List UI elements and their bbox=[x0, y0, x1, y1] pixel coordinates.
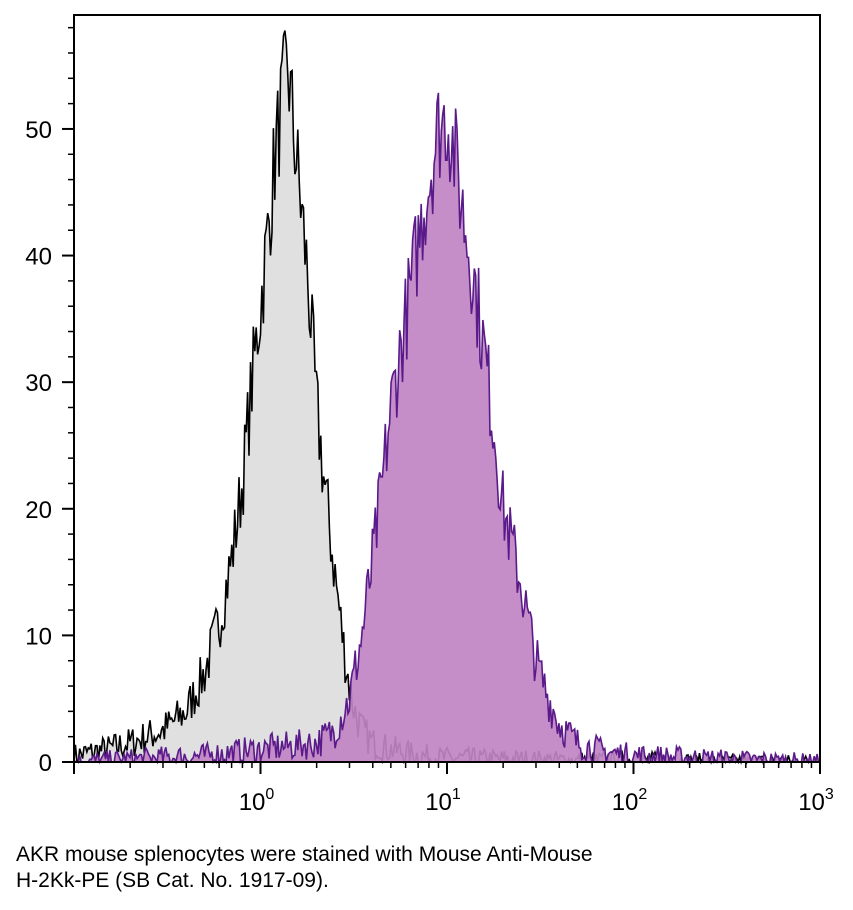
y-tick-label: 0 bbox=[39, 750, 52, 777]
y-tick-label: 50 bbox=[25, 117, 52, 144]
series-1-area bbox=[74, 93, 820, 762]
series-layer bbox=[74, 31, 820, 762]
figure-caption: AKR mouse splenocytes were stained with … bbox=[16, 842, 836, 894]
histogram-chart: 0 10 20 30 40 50 100 101 102 103 bbox=[0, 0, 853, 835]
x-tick-label: 100 bbox=[239, 786, 275, 816]
y-tick-label: 10 bbox=[25, 623, 52, 650]
x-tick-label: 103 bbox=[798, 786, 834, 816]
x-tick-label: 102 bbox=[612, 786, 648, 816]
x-tick-label: 101 bbox=[425, 786, 461, 816]
caption-line-2: H-2Kk-PE (SB Cat. No. 1917-09). bbox=[16, 868, 836, 894]
y-tick-label: 40 bbox=[25, 244, 52, 271]
y-tick-label: 20 bbox=[25, 497, 52, 524]
caption-line-1: AKR mouse splenocytes were stained with … bbox=[16, 842, 836, 868]
y-tick-label: 30 bbox=[25, 370, 52, 397]
